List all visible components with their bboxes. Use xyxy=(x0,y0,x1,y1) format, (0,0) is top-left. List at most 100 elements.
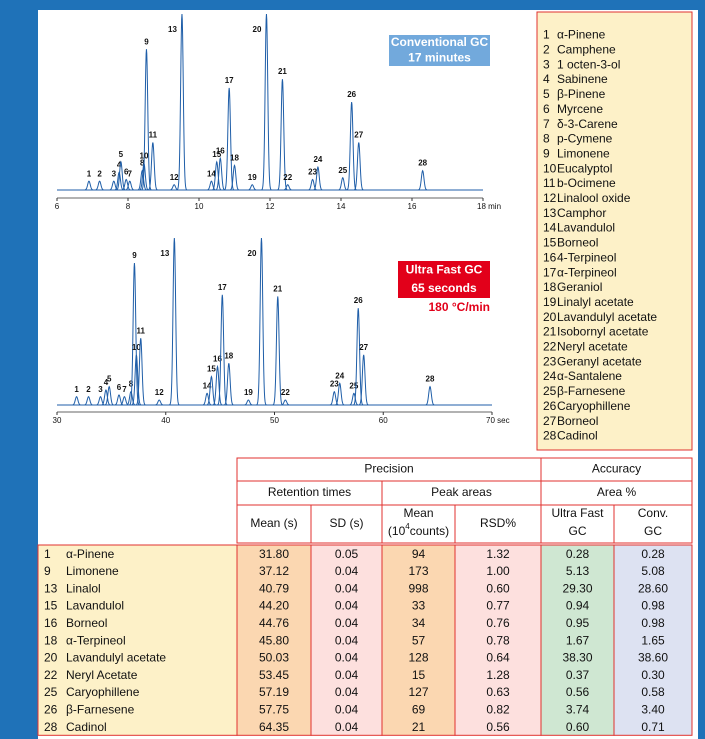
legend-name: Myrcene xyxy=(557,102,603,116)
legend-number: 23 xyxy=(543,354,557,368)
peak xyxy=(82,396,96,406)
legend-number: 25 xyxy=(543,384,557,398)
table-text: 0.58 xyxy=(641,685,665,699)
x-tick-label: 50 xyxy=(270,416,279,425)
legend-number: 22 xyxy=(543,340,557,354)
peak xyxy=(70,396,84,406)
table-text: Cadinol xyxy=(66,720,107,734)
table-text: 15 xyxy=(44,599,58,613)
table-cell xyxy=(37,544,238,736)
peak-label: 7 xyxy=(128,169,133,178)
x-tick-label: 30 xyxy=(53,416,62,425)
legend-name: b-Ocimene xyxy=(557,176,616,190)
x-tick-label: 60 xyxy=(379,416,388,425)
peak-label: 20 xyxy=(253,25,262,34)
table-text: SD (s) xyxy=(330,516,364,530)
peak-label: 15 xyxy=(207,365,216,374)
peak xyxy=(167,237,181,406)
peak-label: 13 xyxy=(160,249,169,258)
x-tick-label: 16 xyxy=(408,202,417,211)
legend-number: 13 xyxy=(543,206,557,220)
table-text: 57.75 xyxy=(259,703,289,717)
table-text: 20 xyxy=(44,651,58,665)
legend-number: 19 xyxy=(543,295,557,309)
table-cell xyxy=(236,480,383,506)
peak xyxy=(278,399,292,406)
peak-label: 1 xyxy=(74,385,79,394)
legend-number: 7 xyxy=(543,117,550,131)
peak-label: 3 xyxy=(112,169,117,178)
table-text: Limonene xyxy=(66,564,119,578)
peak xyxy=(311,165,325,191)
table-text: 4 xyxy=(405,522,410,531)
table-text: 38.30 xyxy=(562,651,592,665)
legend-name: Limonene xyxy=(557,146,610,160)
peak xyxy=(222,363,236,406)
table-text: 0.04 xyxy=(335,581,359,595)
table-text: Mean xyxy=(403,506,433,520)
table-cell xyxy=(310,544,383,736)
peak xyxy=(416,169,430,191)
peak-label: 24 xyxy=(313,155,322,164)
table-text: 0.64 xyxy=(486,651,510,665)
peak xyxy=(93,180,107,191)
table-text: 0.04 xyxy=(335,668,359,682)
legend-number: 27 xyxy=(543,414,557,428)
legend-name: Lavandulyl acetate xyxy=(557,310,657,324)
peak-label: 28 xyxy=(426,375,435,384)
legend-name: Eucalyptol xyxy=(557,161,612,175)
peak xyxy=(222,87,236,191)
peak-label: 2 xyxy=(86,385,91,394)
legend-name: Neryl acetate xyxy=(557,340,628,354)
peak xyxy=(281,184,295,191)
table-text: 173 xyxy=(408,564,428,578)
legend-number: 26 xyxy=(543,399,557,413)
table-text: Neryl Acetate xyxy=(66,668,138,682)
peak-label: 27 xyxy=(354,131,363,140)
table-text: 45.80 xyxy=(259,633,289,647)
table-text: 0.98 xyxy=(641,616,665,630)
table-text: 53.45 xyxy=(259,668,289,682)
table-text: 50.03 xyxy=(259,651,289,665)
rate: 180 °C/min xyxy=(429,300,491,314)
peak-label: 9 xyxy=(144,37,149,46)
legend-number: 11 xyxy=(543,176,556,190)
peak xyxy=(167,184,181,191)
legend-name: Isobornyl acetate xyxy=(557,325,649,339)
table-text: 0.71 xyxy=(641,720,665,734)
table-text: 1.32 xyxy=(486,547,510,561)
peak-label: 21 xyxy=(278,67,287,76)
peak xyxy=(129,354,143,406)
table-text: 15 xyxy=(412,668,426,682)
legend-number: 20 xyxy=(543,310,557,324)
table-text: Caryophillene xyxy=(66,685,140,699)
table-text: β-Farnesene xyxy=(66,703,135,717)
legend-name: Sabinene xyxy=(557,72,608,86)
table-text: Lavandulol xyxy=(66,599,124,613)
legend-number: 4 xyxy=(543,72,550,86)
peak-label: 6 xyxy=(124,168,129,177)
table-text: Retention times xyxy=(268,485,351,499)
peak-label: 5 xyxy=(119,150,124,159)
legend-name: α-Terpineol xyxy=(557,265,617,279)
peak-label: 13 xyxy=(168,25,177,34)
x-tick-label: 14 xyxy=(337,202,346,211)
table-text: 33 xyxy=(412,599,426,613)
table-text: 1.67 xyxy=(566,633,590,647)
peak-label: 11 xyxy=(149,131,158,140)
table-cell xyxy=(454,544,542,736)
annotation: 65 seconds xyxy=(411,281,477,295)
table-text: 25 xyxy=(44,685,58,699)
table-cell xyxy=(613,544,693,736)
peak xyxy=(333,382,347,406)
table-text: 0.28 xyxy=(566,547,590,561)
x-tick-label: 10 xyxy=(195,202,204,211)
table-text: 13 xyxy=(44,581,58,595)
legend-name: Borneol xyxy=(557,414,598,428)
peak xyxy=(215,294,229,406)
legend-name: α-Santalene xyxy=(557,369,622,383)
peak xyxy=(210,160,224,191)
table-text: 0.77 xyxy=(486,599,510,613)
table-text: 3.74 xyxy=(566,703,590,717)
table-text: 57 xyxy=(412,633,426,647)
